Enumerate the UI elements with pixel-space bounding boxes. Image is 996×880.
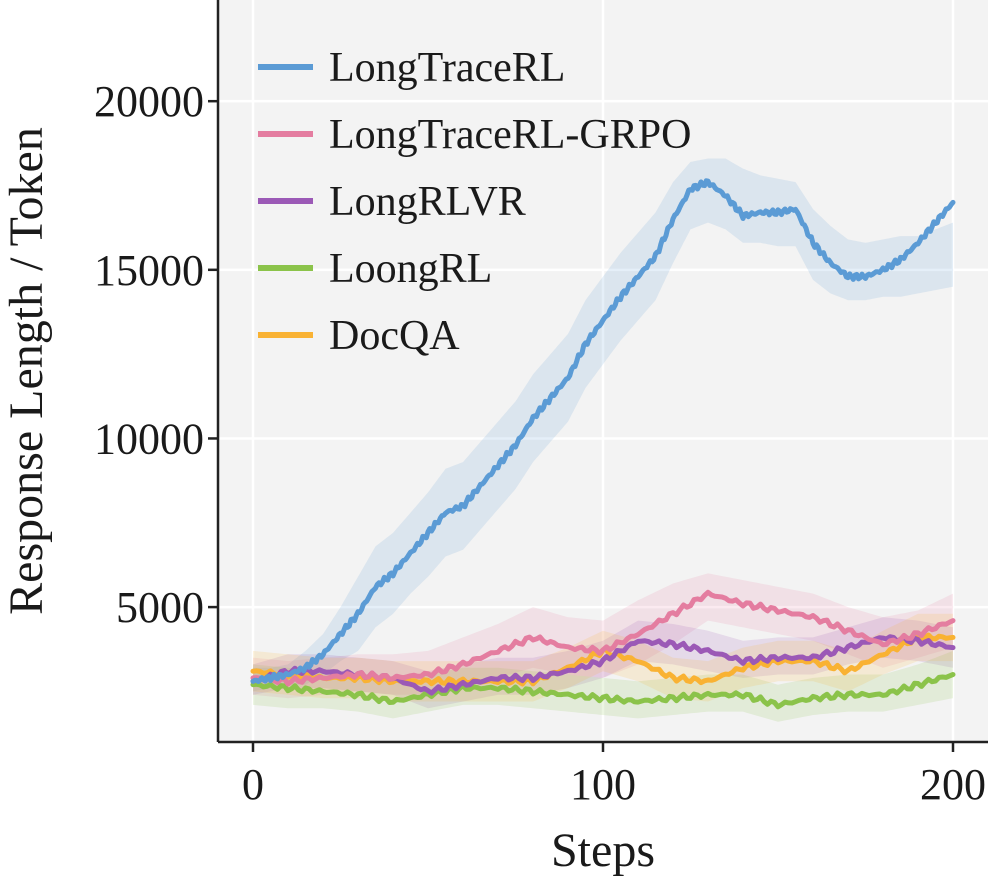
series-line xyxy=(250,589,956,687)
x-axis-title: Steps xyxy=(551,824,655,877)
tick-labels: 0 100 200 5000 10000 15000 20000 xyxy=(94,77,986,809)
confidence-band xyxy=(253,573,953,699)
x-tick-label: 0 xyxy=(242,760,264,809)
legend-label: LongRLVR xyxy=(329,179,526,225)
x-tick-label: 200 xyxy=(920,760,986,809)
y-tick-label: 20000 xyxy=(94,77,204,126)
y-tick-label: 15000 xyxy=(94,246,204,295)
y-axis-title: Response Length / Token xyxy=(0,127,53,615)
confidence-band xyxy=(253,158,953,692)
x-tick-label: 100 xyxy=(570,760,636,809)
legend-label: LoongRL xyxy=(329,246,492,292)
legend-label: LongTraceRL-GRPO xyxy=(329,112,691,158)
series-line xyxy=(250,672,956,710)
y-tick-label: 10000 xyxy=(94,414,204,463)
legend-label: DocQA xyxy=(329,313,460,359)
series-line xyxy=(250,178,956,684)
legend: LongTraceRL LongTraceRL-GRPO LongRLVR Loong… xyxy=(258,45,691,359)
grid-lines xyxy=(218,0,988,742)
series-lines xyxy=(250,178,956,710)
y-tick-label: 5000 xyxy=(116,583,204,632)
legend-label: LongTraceRL xyxy=(329,45,565,91)
